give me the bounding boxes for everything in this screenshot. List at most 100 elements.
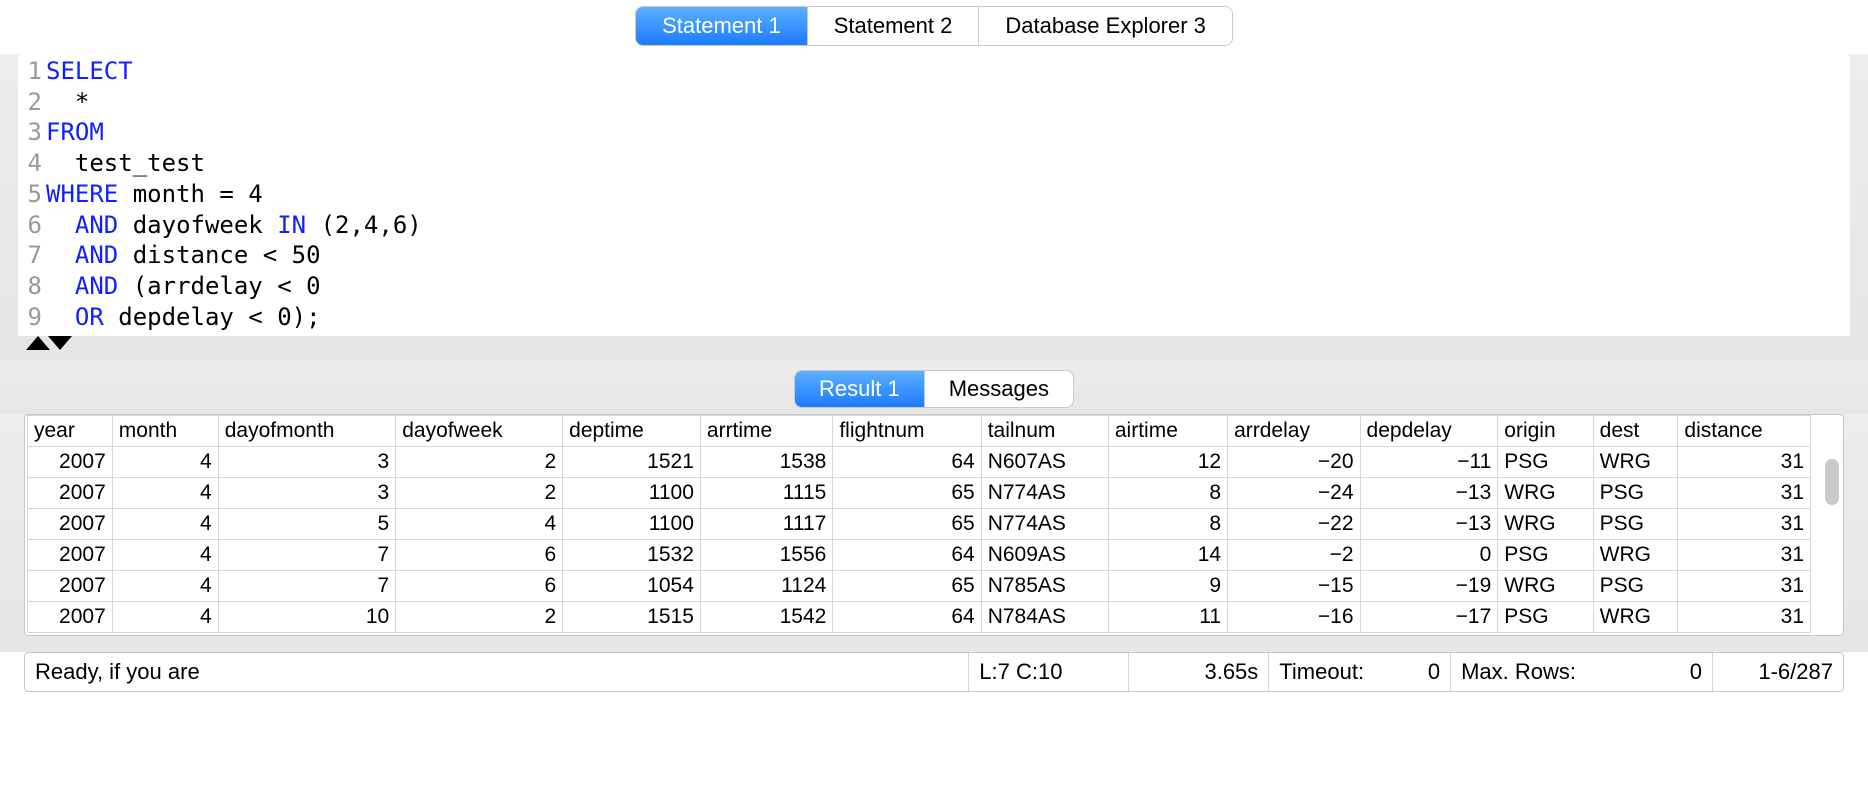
- table-row[interactable]: 20074321100111565N774AS8−24−13WRGPSG31: [28, 478, 1811, 509]
- column-header[interactable]: distance: [1678, 416, 1811, 447]
- sql-editor[interactable]: 1SELECT2 *3FROM4 test_test5WHERE month =…: [18, 56, 1850, 332]
- code-text[interactable]: SELECT: [46, 56, 133, 87]
- table-cell[interactable]: −13: [1360, 478, 1498, 509]
- table-cell[interactable]: 8: [1108, 509, 1227, 540]
- table-cell[interactable]: 3: [218, 478, 396, 509]
- table-cell[interactable]: 1521: [563, 447, 701, 478]
- table-cell[interactable]: −24: [1228, 478, 1360, 509]
- table-cell[interactable]: 7: [218, 540, 396, 571]
- table-cell[interactable]: 4: [112, 478, 218, 509]
- table-cell[interactable]: 2007: [28, 447, 113, 478]
- editor-line[interactable]: 8 AND (arrdelay < 0: [18, 271, 1850, 302]
- column-header[interactable]: arrtime: [700, 416, 832, 447]
- table-cell[interactable]: 4: [112, 540, 218, 571]
- table-cell[interactable]: 2: [396, 478, 563, 509]
- column-header[interactable]: depdelay: [1360, 416, 1498, 447]
- table-cell[interactable]: 1124: [700, 571, 832, 602]
- code-text[interactable]: test_test: [46, 148, 205, 179]
- code-text[interactable]: FROM: [46, 117, 104, 148]
- table-cell[interactable]: 2: [396, 447, 563, 478]
- table-cell[interactable]: 4: [112, 447, 218, 478]
- table-cell[interactable]: N609AS: [981, 540, 1108, 571]
- table-cell[interactable]: −22: [1228, 509, 1360, 540]
- table-cell[interactable]: 0: [1360, 540, 1498, 571]
- table-cell[interactable]: N607AS: [981, 447, 1108, 478]
- table-cell[interactable]: 10: [218, 602, 396, 633]
- editor-line[interactable]: 3FROM: [18, 117, 1850, 148]
- table-cell[interactable]: 9: [1108, 571, 1227, 602]
- table-cell[interactable]: 5: [218, 509, 396, 540]
- column-header[interactable]: origin: [1498, 416, 1593, 447]
- table-cell[interactable]: WRG: [1498, 478, 1593, 509]
- editor-line[interactable]: 7 AND distance < 50: [18, 240, 1850, 271]
- table-cell[interactable]: 65: [833, 478, 981, 509]
- table-cell[interactable]: 4: [396, 509, 563, 540]
- table-cell[interactable]: 64: [833, 447, 981, 478]
- editor-line[interactable]: 9 OR depdelay < 0);: [18, 302, 1850, 333]
- table-cell[interactable]: 1100: [563, 478, 701, 509]
- table-row[interactable]: 20074761054112465N785AS9−15−19WRGPSG31: [28, 571, 1811, 602]
- table-cell[interactable]: 4: [112, 509, 218, 540]
- table-cell[interactable]: 65: [833, 571, 981, 602]
- table-cell[interactable]: −11: [1360, 447, 1498, 478]
- table-cell[interactable]: 14: [1108, 540, 1227, 571]
- table-cell[interactable]: 1054: [563, 571, 701, 602]
- editor-line[interactable]: 6 AND dayofweek IN (2,4,6): [18, 210, 1850, 241]
- table-cell[interactable]: 2007: [28, 602, 113, 633]
- code-text[interactable]: *: [46, 87, 89, 118]
- table-cell[interactable]: −2: [1228, 540, 1360, 571]
- table-cell[interactable]: PSG: [1593, 509, 1678, 540]
- table-cell[interactable]: 1556: [700, 540, 832, 571]
- table-cell[interactable]: 2007: [28, 540, 113, 571]
- column-header[interactable]: deptime: [563, 416, 701, 447]
- code-text[interactable]: OR depdelay < 0);: [46, 302, 321, 333]
- column-header[interactable]: dest: [1593, 416, 1678, 447]
- table-cell[interactable]: PSG: [1498, 602, 1593, 633]
- table-cell[interactable]: 12: [1108, 447, 1227, 478]
- table-row[interactable]: 20074761532155664N609AS14−20PSGWRG31: [28, 540, 1811, 571]
- table-cell[interactable]: 4: [112, 602, 218, 633]
- table-cell[interactable]: 31: [1678, 571, 1811, 602]
- table-cell[interactable]: 6: [396, 540, 563, 571]
- table-cell[interactable]: 4: [112, 571, 218, 602]
- results-table[interactable]: yearmonthdayofmonthdayofweekdeptimearrti…: [27, 415, 1811, 633]
- column-header[interactable]: year: [28, 416, 113, 447]
- table-cell[interactable]: 65: [833, 509, 981, 540]
- table-cell[interactable]: 31: [1678, 540, 1811, 571]
- code-text[interactable]: AND distance < 50: [46, 240, 321, 271]
- table-cell[interactable]: −20: [1228, 447, 1360, 478]
- table-cell[interactable]: 1115: [700, 478, 832, 509]
- table-cell[interactable]: −15: [1228, 571, 1360, 602]
- table-row[interactable]: 20074541100111765N774AS8−22−13WRGPSG31: [28, 509, 1811, 540]
- table-cell[interactable]: 2007: [28, 478, 113, 509]
- timeout-input[interactable]: [1370, 659, 1440, 685]
- table-row[interactable]: 200741021515154264N784AS11−16−17PSGWRG31: [28, 602, 1811, 633]
- table-cell[interactable]: PSG: [1593, 571, 1678, 602]
- table-cell[interactable]: 1542: [700, 602, 832, 633]
- table-cell[interactable]: WRG: [1498, 571, 1593, 602]
- table-cell[interactable]: N785AS: [981, 571, 1108, 602]
- column-header[interactable]: flightnum: [833, 416, 981, 447]
- editor-line[interactable]: 5WHERE month = 4: [18, 179, 1850, 210]
- table-cell[interactable]: N774AS: [981, 478, 1108, 509]
- split-handle[interactable]: [18, 336, 1850, 354]
- editor-line[interactable]: 1SELECT: [18, 56, 1850, 87]
- table-cell[interactable]: 3: [218, 447, 396, 478]
- code-text[interactable]: WHERE month = 4: [46, 179, 263, 210]
- table-cell[interactable]: 6: [396, 571, 563, 602]
- table-cell[interactable]: −16: [1228, 602, 1360, 633]
- table-cell[interactable]: PSG: [1498, 540, 1593, 571]
- table-cell[interactable]: 7: [218, 571, 396, 602]
- table-cell[interactable]: WRG: [1498, 509, 1593, 540]
- table-cell[interactable]: 1515: [563, 602, 701, 633]
- table-cell[interactable]: 64: [833, 602, 981, 633]
- table-cell[interactable]: 31: [1678, 478, 1811, 509]
- table-cell[interactable]: 11: [1108, 602, 1227, 633]
- table-cell[interactable]: 8: [1108, 478, 1227, 509]
- table-cell[interactable]: 31: [1678, 602, 1811, 633]
- column-header[interactable]: dayofmonth: [218, 416, 396, 447]
- table-cell[interactable]: 2007: [28, 571, 113, 602]
- code-text[interactable]: AND (arrdelay < 0: [46, 271, 321, 302]
- code-text[interactable]: AND dayofweek IN (2,4,6): [46, 210, 422, 241]
- column-header[interactable]: tailnum: [981, 416, 1108, 447]
